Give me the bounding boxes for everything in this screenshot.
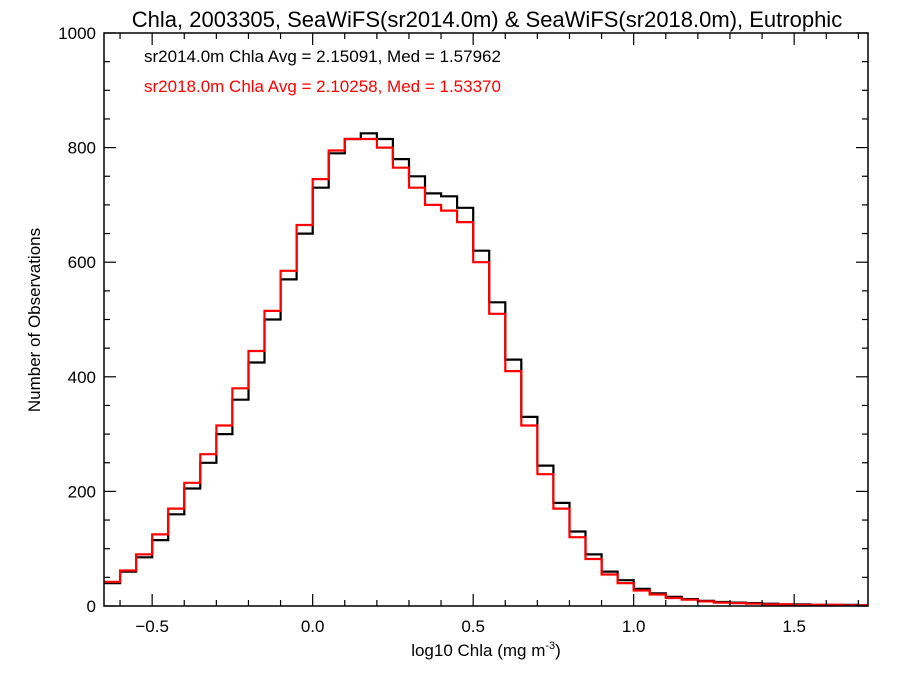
x-axis-label-exponent: -3 [545, 640, 555, 652]
x-tick-label: 1.5 [782, 617, 806, 636]
series-line-0 [104, 132, 868, 607]
y-tick-label: 1000 [58, 24, 96, 43]
series-line-1 [104, 137, 868, 607]
x-tick-label: −0.5 [135, 617, 169, 636]
y-tick-label: 600 [68, 253, 96, 272]
x-axis-label-close: ) [555, 641, 561, 660]
x-axis-label-main: log10 Chla (mg m [411, 641, 545, 660]
axis-ticks: −0.5 0.0 0.5 1.0 1.5 0 200 400 600 800 1000 [58, 24, 868, 636]
chart-title: Chla, 2003305, SeaWiFS(sr2014.0m) & SeaW… [132, 7, 842, 32]
x-axis-label: log10 Chla (mg m-3) [411, 640, 561, 660]
y-tick-label: 400 [68, 368, 96, 387]
y-tick-label: 0 [87, 597, 96, 616]
y-axis-label: Number of Observations [25, 228, 44, 412]
plot-series [104, 132, 868, 607]
x-tick-label: 1.0 [622, 617, 646, 636]
y-tick-label: 800 [68, 139, 96, 158]
x-tick-label: 0.0 [301, 617, 325, 636]
plot-frame [103, 32, 869, 607]
y-tick-label: 200 [68, 482, 96, 501]
x-tick-label: 0.5 [461, 617, 485, 636]
legend-entry-sr2018: sr2018.0m Chla Avg = 2.10258, Med = 1.53… [144, 77, 501, 96]
legend-entry-sr2014: sr2014.0m Chla Avg = 2.15091, Med = 1.57… [144, 47, 501, 66]
